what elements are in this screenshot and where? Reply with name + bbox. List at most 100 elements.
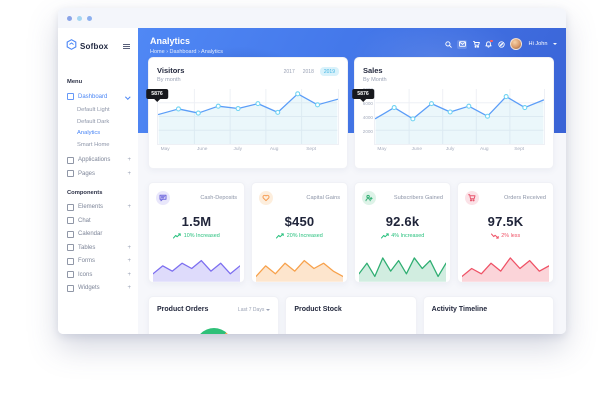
stat-label: Subscribers Gained [393,195,443,201]
x-tick-label: July [233,147,242,152]
x-tick-label: Sept [514,147,525,152]
sidebar-subitem-default-dark[interactable]: Default Dark [77,118,110,125]
table-icon [67,244,74,252]
x-axis-labels: May June July Aug Sept [374,145,545,153]
box-icon [67,203,74,211]
form-icon [67,257,74,265]
sidebar-subitem-smart-home[interactable]: Smart Home [77,141,110,148]
sidebar-item-tables[interactable]: Tables + [67,241,131,255]
filter-label: Last 7 Days [237,307,265,313]
orders-donut-chart [194,328,233,334]
chart-tooltip: 5876 [146,88,168,99]
search-icon[interactable] [444,40,452,48]
trend-up-icon [380,233,389,239]
browser-title-bar [58,8,566,28]
stat-value: 1.5M [181,214,212,229]
sidebar-item-label: Forms [78,258,95,265]
stat-trend-text: 10% Increased [183,233,220,239]
sidebar-item-calendar[interactable]: Calendar [67,228,131,242]
menu-section-label: Menu [67,79,83,85]
y-tick-label: 6000 [362,101,373,106]
sofbox-logo-icon [66,37,77,55]
sparkline [153,255,240,282]
chat-icon [67,217,74,225]
sidebar-item-label: Calendar [78,231,103,238]
sidebar-item-label: Chat [78,217,91,224]
stat-card-orders: Orders Received 97.5K 2% less [457,182,554,283]
sidebar: Sofbox Menu Dashboard Default Light Defaul… [58,28,138,334]
stat-trend-text: 20% Increased [286,233,323,239]
chat-icon [156,191,170,205]
widgets-icon [67,284,74,292]
calendar-icon [67,230,74,238]
sidebar-item-applications[interactable]: Applications + [67,154,131,168]
sidebar-item-pages[interactable]: Pages + [67,167,131,181]
visitors-line-chart [157,89,339,145]
expand-plus-icon[interactable]: + [127,258,131,265]
window-control-dot[interactable] [77,15,82,21]
stat-label: Orders Received [504,195,546,201]
expand-plus-icon[interactable]: + [127,170,131,177]
sparkline [256,255,343,282]
year-tab-2019[interactable]: 2019 [319,67,339,76]
logo-text: Sofbox [80,41,109,51]
sidebar-subitem-default-light[interactable]: Default Light [77,107,110,114]
stat-label: Capital Gains [306,195,340,201]
sidebar-item-label: Elements [78,204,104,211]
compass-icon[interactable] [497,40,505,48]
chevron-down-icon [266,309,271,311]
chevron-down-icon[interactable] [553,43,557,45]
bell-icon[interactable] [485,39,494,48]
user-greeting[interactable]: Hi John [528,41,548,47]
window-control-dot[interactable] [67,15,72,21]
cart-icon [465,191,479,205]
stat-label: Cash-Deposits [200,195,237,201]
page-title: Analytics [150,36,191,46]
breadcrumb[interactable]: Home › Dashboard › Analytics [150,48,224,55]
menu-toggle-icon[interactable] [123,45,130,47]
sparkline [462,255,549,282]
visitors-subtitle: By month [157,77,181,83]
mail-icon[interactable] [457,39,468,49]
expand-plus-icon[interactable]: + [127,157,131,164]
file-icon [67,170,74,178]
sidebar-item-label: Icons [78,271,93,278]
stat-trend-text: 4% Increased [391,233,425,239]
sparkline [359,255,446,282]
window-control-dot[interactable] [87,15,92,21]
sidebar-item-label: Tables [78,244,96,251]
year-tab-2018[interactable]: 2018 [302,68,314,75]
x-tick-label: July [445,147,455,152]
user-avatar[interactable] [510,38,523,50]
sidebar-item-icons[interactable]: Icons + [67,268,131,282]
stat-value: $450 [284,214,315,229]
grid-icon [67,156,74,164]
sidebar-item-forms[interactable]: Forms + [67,255,131,269]
sidebar-item-dashboard[interactable]: Dashboard [67,90,131,104]
sidebar-item-widgets[interactable]: Widgets + [67,282,131,296]
stat-card-cash-deposits: Cash-Deposits 1.5M 10% Increased [148,182,245,283]
expand-plus-icon[interactable]: + [127,244,131,251]
components-section-label: Components [67,189,103,196]
sidebar-item-chat[interactable]: Chat [67,214,131,228]
orders-filter-select[interactable]: Last 7 Days [237,307,271,313]
sidebar-item-elements[interactable]: Elements + [67,201,131,215]
x-tick-label: May [160,147,170,152]
sidebar-item-label: Applications [78,157,111,164]
product-stock-title: Product Stock [294,306,342,313]
product-orders-card: Product Orders Last 7 Days [148,296,280,334]
app-window: Sofbox Menu Dashboard Default Light Defaul… [58,8,566,334]
sidebar-subitem-analytics[interactable]: Analytics [77,130,101,137]
trend-up-icon [276,233,284,239]
cart-icon[interactable] [472,40,480,48]
year-tabs: 2017 2018 2019 [282,67,339,76]
year-tab-2017[interactable]: 2017 [283,68,295,75]
expand-plus-icon[interactable]: + [127,285,131,292]
expand-plus-icon[interactable]: + [127,271,131,278]
activity-timeline-title: Activity Timeline [431,306,488,313]
x-tick-label: June [197,147,208,152]
x-tick-label: June [411,147,423,152]
visitors-title: Visitors [157,66,185,75]
expand-plus-icon[interactable]: + [127,204,131,211]
x-tick-label: Aug [269,147,279,152]
